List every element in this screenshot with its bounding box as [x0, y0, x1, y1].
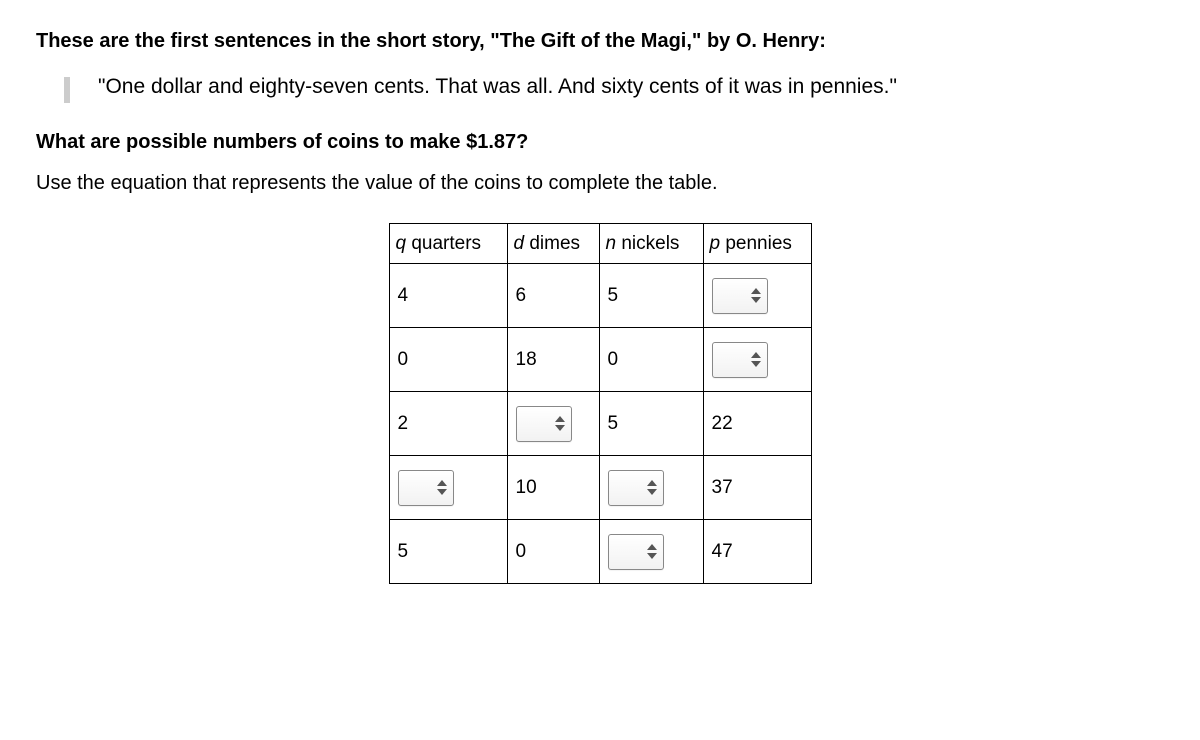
cell-text: 18 [508, 349, 537, 370]
cell-value: 47 [703, 520, 811, 584]
cell-input [703, 264, 811, 328]
header-pennies: p pennies [703, 224, 811, 264]
question-text: What are possible numbers of coins to ma… [36, 131, 1164, 154]
cell-value: 37 [703, 456, 811, 520]
cell-text: 0 [390, 349, 409, 370]
stepper-arrows-icon[interactable] [751, 288, 761, 303]
cell-text: 0 [600, 349, 619, 370]
cell-text: 47 [704, 541, 733, 562]
quote-bar [64, 77, 70, 103]
cell-value: 0 [599, 328, 703, 392]
cell-input [703, 328, 811, 392]
cell-value: 2 [389, 392, 507, 456]
cell-value: 0 [507, 520, 599, 584]
cell-text: 5 [600, 413, 619, 434]
stepper-arrows-icon[interactable] [751, 352, 761, 367]
stepper-arrows-icon[interactable] [555, 416, 565, 431]
chevron-down-icon[interactable] [647, 489, 657, 495]
cell-text: 0 [508, 541, 527, 562]
instruction-text: Use the equation that represents the val… [36, 172, 1164, 195]
intro-text: These are the first sentences in the sho… [36, 30, 1164, 53]
chevron-up-icon[interactable] [437, 480, 447, 486]
chevron-up-icon[interactable] [751, 288, 761, 294]
table-row: 10 37 [389, 456, 811, 520]
cell-value: 0 [389, 328, 507, 392]
table-row: 5 0 47 [389, 520, 811, 584]
cell-text: 6 [508, 285, 527, 306]
chevron-down-icon[interactable] [751, 361, 761, 367]
number-stepper[interactable] [608, 534, 664, 570]
cell-value: 5 [389, 520, 507, 584]
cell-input [389, 456, 507, 520]
number-stepper[interactable] [608, 470, 664, 506]
cell-text: 10 [508, 477, 537, 498]
coin-table: q quarters d dimes n nickels p pennies 4… [389, 223, 812, 584]
cell-text: 4 [390, 285, 409, 306]
cell-text: 37 [704, 477, 733, 498]
number-stepper[interactable] [712, 342, 768, 378]
table-header-row: q quarters d dimes n nickels p pennies [389, 224, 811, 264]
cell-value: 22 [703, 392, 811, 456]
stepper-arrows-icon[interactable] [647, 480, 657, 495]
cell-text: 5 [390, 541, 409, 562]
header-nickels: n nickels [599, 224, 703, 264]
number-stepper[interactable] [516, 406, 572, 442]
stepper-arrows-icon[interactable] [647, 544, 657, 559]
cell-value: 5 [599, 392, 703, 456]
stepper-arrows-icon[interactable] [437, 480, 447, 495]
chevron-up-icon[interactable] [647, 480, 657, 486]
cell-value: 4 [389, 264, 507, 328]
chevron-up-icon[interactable] [555, 416, 565, 422]
chevron-down-icon[interactable] [751, 297, 761, 303]
cell-value: 10 [507, 456, 599, 520]
cell-text: 22 [704, 413, 733, 434]
quote-block: "One dollar and eighty-seven cents. That… [36, 75, 1164, 103]
cell-value: 6 [507, 264, 599, 328]
chevron-up-icon[interactable] [647, 544, 657, 550]
chevron-down-icon[interactable] [555, 425, 565, 431]
cell-input [507, 392, 599, 456]
header-quarters: q quarters [389, 224, 507, 264]
cell-text: 2 [390, 413, 409, 434]
chevron-down-icon[interactable] [647, 553, 657, 559]
number-stepper[interactable] [398, 470, 454, 506]
table-row: 4 6 5 [389, 264, 811, 328]
number-stepper[interactable] [712, 278, 768, 314]
cell-input [599, 456, 703, 520]
table-row: 0 18 0 [389, 328, 811, 392]
cell-text: 5 [600, 285, 619, 306]
cell-value: 5 [599, 264, 703, 328]
quote-text: "One dollar and eighty-seven cents. That… [98, 75, 897, 99]
chevron-down-icon[interactable] [437, 489, 447, 495]
header-dimes: d dimes [507, 224, 599, 264]
cell-input [599, 520, 703, 584]
chevron-up-icon[interactable] [751, 352, 761, 358]
cell-value: 18 [507, 328, 599, 392]
table-row: 2 5 22 [389, 392, 811, 456]
